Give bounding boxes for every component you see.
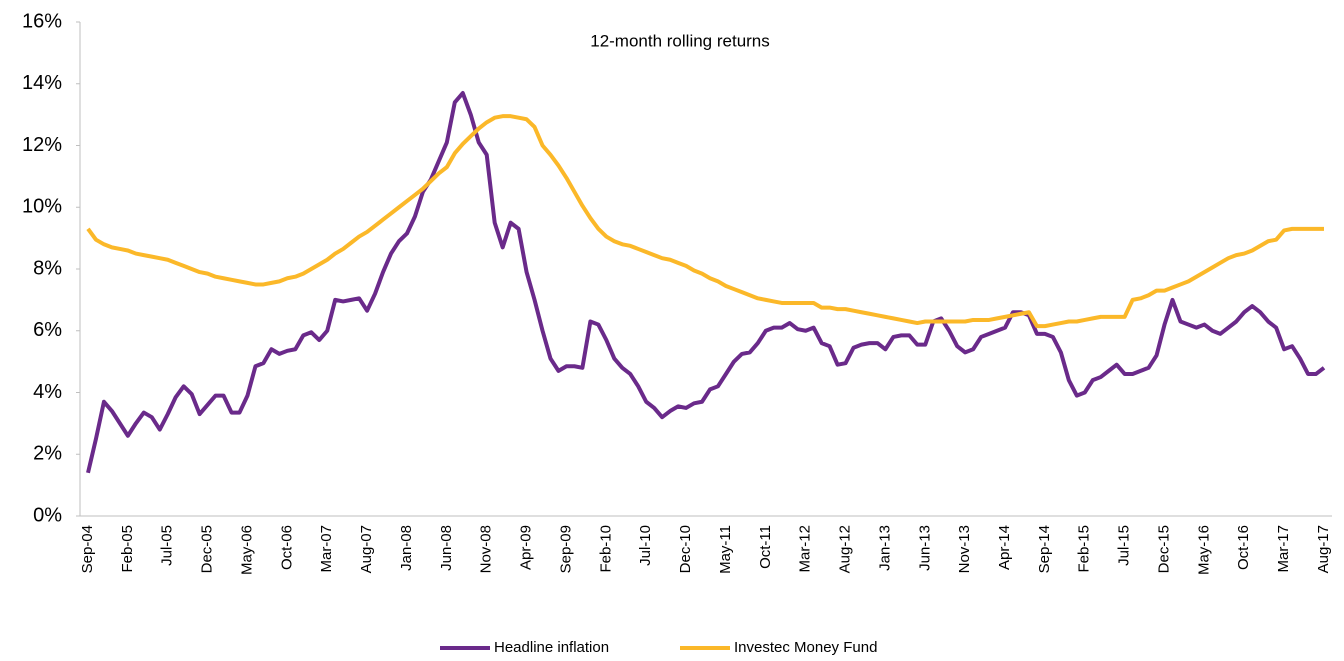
x-tick-label: Aug-12: [837, 525, 854, 573]
x-tick-label: Jan-13: [876, 525, 893, 571]
x-tick-label: Jul-15: [1116, 525, 1133, 566]
x-tick-label: Feb-10: [597, 525, 614, 573]
x-tick-label: Oct-06: [278, 525, 295, 570]
x-tick-label: Dec-15: [1155, 525, 1172, 573]
x-tick-label: Nov-08: [478, 525, 495, 573]
legend-label: Investec Money Fund: [734, 639, 877, 656]
x-tick-label: Sep-04: [79, 525, 96, 573]
y-tick-label: 4%: [33, 381, 62, 403]
x-tick-label: Dec-05: [199, 525, 216, 573]
y-tick-label: 0%: [33, 504, 62, 526]
x-tick-label: Oct-16: [1235, 525, 1252, 570]
y-tick-label: 14%: [22, 72, 62, 94]
x-tick-label: May-06: [238, 525, 255, 575]
chart-title: 12-month rolling returns: [590, 31, 770, 50]
x-tick-label: May-16: [1195, 525, 1212, 575]
y-tick-label: 12%: [22, 134, 62, 156]
x-tick-label: Sep-14: [1036, 525, 1053, 573]
series-line: [86, 114, 1324, 329]
series-line: [86, 91, 1326, 474]
x-tick-label: Sep-09: [557, 525, 574, 573]
x-tick-label: Aug-07: [358, 525, 375, 573]
x-tick-label: Dec-10: [677, 525, 694, 573]
x-tick-label: Nov-13: [956, 525, 973, 573]
y-tick-label: 6%: [33, 319, 62, 341]
x-tick-label: Jun-13: [916, 525, 933, 571]
x-tick-label: Jul-10: [637, 525, 654, 566]
x-tick-label: Apr-09: [518, 525, 535, 570]
x-tick-label: Jul-05: [159, 525, 176, 566]
x-tick-label: Aug-17: [1315, 525, 1332, 573]
x-tick-label: Feb-15: [1076, 525, 1093, 573]
x-tick-label: Jun-08: [438, 525, 455, 571]
x-tick-label: Oct-11: [757, 525, 774, 569]
y-tick-label: 2%: [33, 443, 62, 465]
y-tick-label: 8%: [33, 257, 62, 279]
legend-label: Headline inflation: [494, 639, 609, 656]
x-tick-label: Feb-05: [119, 525, 136, 573]
x-tick-label: Jan-08: [398, 525, 415, 571]
x-tick-label: May-11: [717, 525, 734, 574]
y-tick-label: 10%: [22, 196, 62, 218]
x-tick-label: Mar-12: [797, 525, 814, 573]
x-tick-label: Mar-07: [318, 525, 335, 573]
y-tick-label: 16%: [22, 10, 62, 32]
x-tick-label: Apr-14: [996, 525, 1013, 570]
x-tick-label: Mar-17: [1275, 525, 1292, 573]
